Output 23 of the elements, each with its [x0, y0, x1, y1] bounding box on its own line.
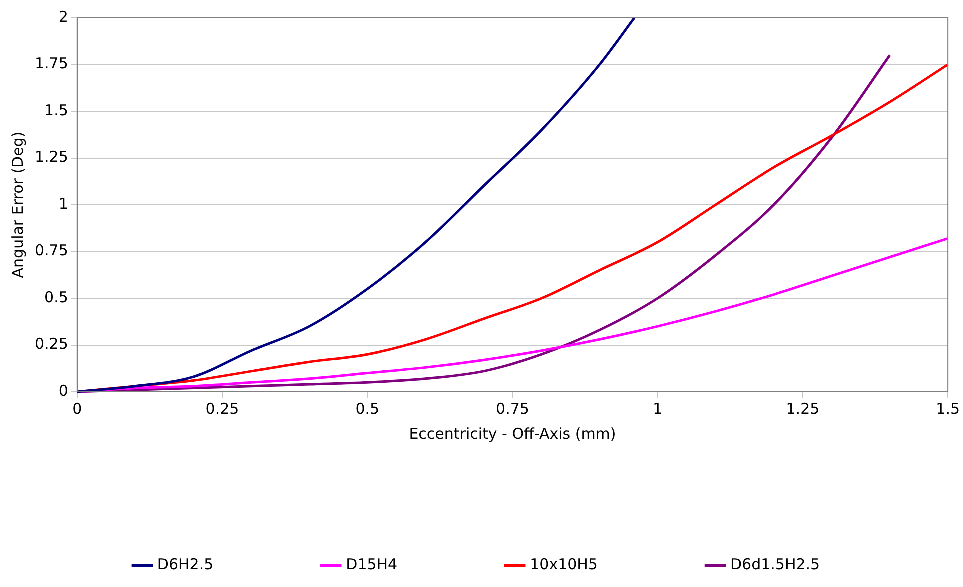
y-tick-label: 1.25 — [34, 148, 68, 166]
y-axis-title: Angular Error (Deg) — [8, 132, 27, 278]
legend-label: D6H2.5 — [157, 555, 214, 574]
y-tick-label: 0.75 — [34, 242, 68, 260]
x-tick-label: 1.25 — [786, 400, 820, 418]
y-tick-label: 2 — [58, 8, 68, 26]
y-tick-label: 0 — [58, 382, 68, 400]
y-tick-label: 1.5 — [44, 101, 68, 120]
y-tick-label: 0.5 — [44, 288, 68, 306]
x-axis-title: Eccentricity - Off-Axis (mm) — [409, 424, 616, 443]
legend-label: D6d1.5H2.5 — [730, 555, 820, 574]
x-tick-label: 0 — [72, 400, 82, 418]
x-tick-label: 1.5 — [936, 400, 960, 418]
y-tick-label: 0.25 — [34, 335, 68, 354]
x-tick-label: 0.5 — [356, 400, 380, 418]
line-series — [76, 16, 636, 394]
y-tick-label: 1 — [58, 194, 68, 213]
legend-label: 10x10H5 — [530, 555, 598, 574]
x-tick-label: 0.25 — [206, 400, 240, 418]
legend-label: D15H4 — [346, 555, 398, 574]
x-tick-label: 0.75 — [496, 400, 530, 418]
x-tick-label: 1 — [653, 400, 663, 418]
y-tick-label: 1.75 — [34, 54, 68, 73]
